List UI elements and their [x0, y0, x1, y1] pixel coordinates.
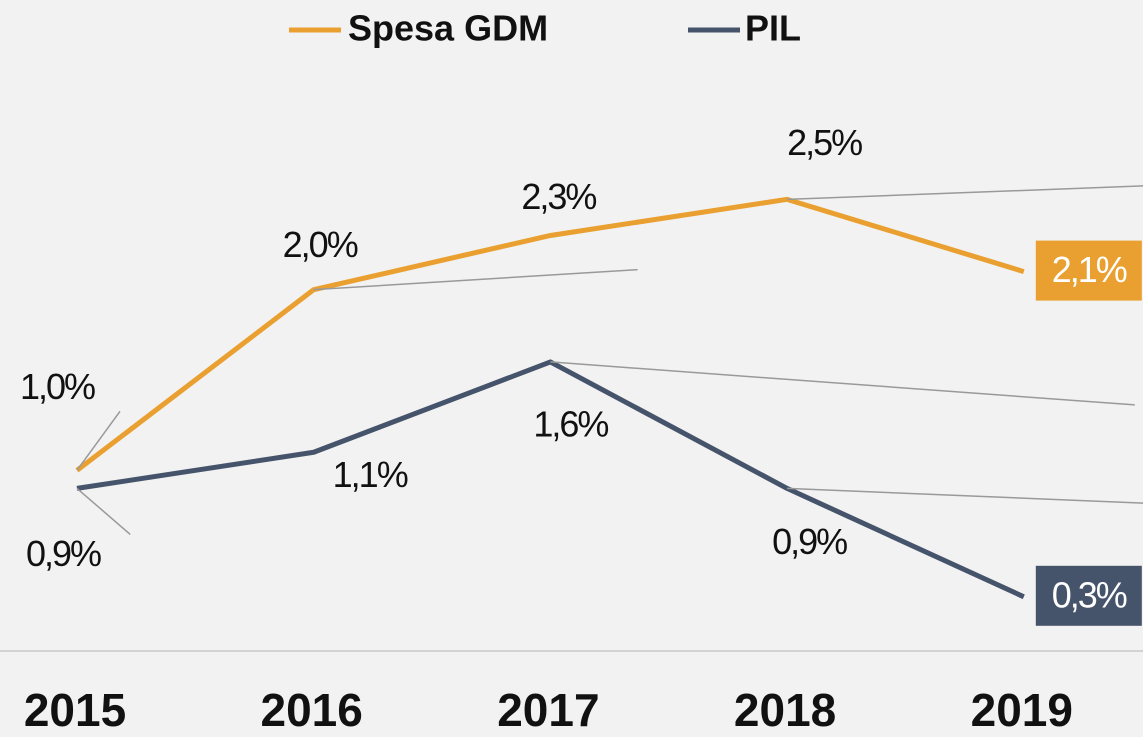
line — [76, 359, 1025, 600]
data-label: 2,1% — [1052, 249, 1127, 290]
line — [75, 196, 1025, 473]
label-box — [1035, 240, 1142, 301]
legend-label: PIL — [745, 8, 801, 49]
data-label: 0,9% — [772, 521, 847, 562]
x-tick-label: 2017 — [497, 684, 599, 736]
leader-line — [550, 361, 1135, 406]
data-label: 2,5% — [787, 122, 862, 163]
x-tick-label: 2018 — [734, 684, 836, 736]
data-label: 1,6% — [533, 403, 608, 444]
data-label: 1,1% — [333, 454, 408, 495]
leader-line — [313, 268, 638, 291]
x-tick-label: 2015 — [24, 684, 126, 736]
data-label: 0,9% — [26, 533, 101, 574]
leader-line — [787, 487, 1143, 504]
x-tick-label: 2016 — [261, 684, 363, 736]
data-label: 1,0% — [20, 366, 95, 407]
x-tick-label: 2019 — [971, 684, 1073, 736]
data-label: 2,0% — [283, 224, 358, 265]
data-label: 2,3% — [521, 176, 596, 217]
legend-label: Spesa GDM — [348, 8, 548, 49]
leader-line — [787, 185, 1143, 201]
data-label: 0,3% — [1052, 574, 1127, 615]
leader-line — [76, 487, 131, 535]
leader-line — [76, 410, 121, 471]
label-box — [1035, 565, 1142, 626]
